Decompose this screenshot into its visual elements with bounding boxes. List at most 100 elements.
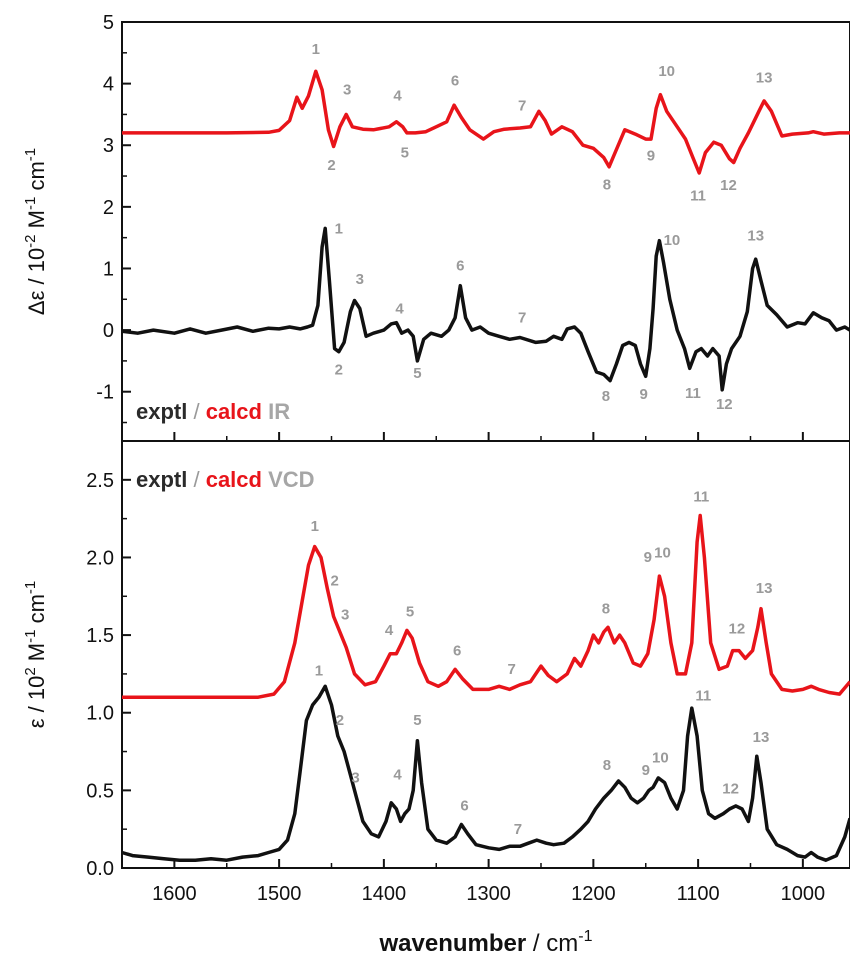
- peak-label-calcd: 11: [693, 489, 709, 506]
- exptl-spectrum-line: [121, 226, 850, 392]
- peak-label-exptl: 9: [639, 386, 647, 403]
- peak-label-calcd: 9: [644, 549, 652, 566]
- peak-label-calcd: 12: [729, 621, 746, 638]
- peak-label-calcd: 2: [330, 572, 338, 589]
- legend-calcd: calcd: [206, 467, 262, 492]
- y-tick-label: 4: [103, 74, 114, 96]
- peak-label-calcd: 3: [343, 82, 351, 99]
- peak-label-calcd: 2: [327, 157, 335, 174]
- y-label-text: cm: [24, 594, 49, 629]
- peak-label-calcd: 13: [756, 580, 773, 597]
- y-axis-label: ε / 102 M-1 cm-1: [22, 581, 49, 729]
- y-tick-label: 0: [103, 320, 114, 342]
- peak-label-calcd: 3: [341, 607, 349, 624]
- y-tick-label: 1: [103, 258, 114, 280]
- x-tick-label: 1100: [677, 883, 720, 905]
- legend-mode: VCD: [262, 467, 315, 492]
- panel-legend: exptl / calcd IR: [136, 399, 290, 424]
- y-label-exponent: -1: [22, 197, 39, 210]
- y-tick-label: 0.5: [86, 780, 114, 802]
- peak-label-exptl: 8: [602, 388, 610, 405]
- exptl-spectrum-line: [121, 684, 850, 862]
- plot-frame: [121, 440, 850, 869]
- x-label-exponent: -1: [578, 928, 592, 945]
- y-label-exponent: 2: [22, 667, 39, 675]
- peak-label-exptl: 10: [664, 232, 681, 249]
- legend-calcd: calcd: [206, 399, 262, 424]
- peak-label-exptl: 13: [753, 729, 770, 746]
- y-axis-label: Δε / 10-2 M-1 cm-1: [22, 148, 49, 315]
- y-tick-label: 3: [103, 135, 114, 157]
- plot-frame: [121, 21, 850, 442]
- peak-label-calcd: 13: [756, 69, 773, 86]
- x-tick-label: 1200: [571, 883, 616, 905]
- y-tick-label: 1.5: [86, 625, 114, 647]
- x-tick-label: 1400: [362, 883, 407, 905]
- y-label-text: ε / 10: [24, 676, 49, 729]
- x-label-bold: wavenumber: [379, 930, 527, 957]
- peak-label-exptl: 7: [514, 821, 522, 838]
- peak-label-calcd: 1: [311, 518, 319, 535]
- legend-mode: IR: [262, 399, 290, 424]
- peak-label-exptl: 3: [356, 271, 364, 288]
- peak-label-calcd: 11: [690, 188, 706, 205]
- y-tick-label: 1.0: [86, 703, 114, 725]
- peak-label-calcd: 7: [507, 661, 515, 678]
- y-label-exponent: -2: [22, 234, 39, 247]
- peak-label-exptl: 12: [716, 396, 733, 413]
- peak-label-calcd: 4: [393, 87, 402, 104]
- peak-label-exptl: 8: [603, 757, 611, 774]
- peak-label-exptl: 10: [652, 749, 669, 766]
- x-tick-label: 1000: [781, 883, 826, 905]
- y-tick-label: 0.0: [86, 858, 114, 880]
- peak-label-exptl: 1: [335, 220, 343, 237]
- peak-label-exptl: 5: [413, 365, 421, 382]
- x-tick-label: 1600: [152, 883, 197, 905]
- x-tick-label: 1500: [257, 883, 302, 905]
- peak-label-calcd: 8: [603, 177, 611, 194]
- peak-label-calcd: 1: [312, 41, 320, 58]
- y-tick-label: 2.5: [86, 470, 114, 492]
- x-label-unit: / cm: [526, 930, 578, 957]
- peak-label-exptl: 4: [395, 300, 404, 317]
- y-tick-label: 2.0: [86, 547, 114, 569]
- panel-legend: exptl / calcd VCD: [136, 467, 315, 492]
- y-label-text: M: [24, 210, 49, 234]
- y-tick-label: -1: [96, 382, 114, 404]
- peak-label-exptl: 9: [642, 762, 650, 779]
- legend-exptl: exptl: [136, 399, 187, 424]
- peak-label-calcd: 7: [518, 98, 526, 115]
- peak-label-exptl: 1: [315, 662, 323, 679]
- y-label-exponent: -1: [22, 581, 39, 594]
- y-label-exponent: -1: [22, 148, 39, 161]
- y-label-exponent: -1: [22, 630, 39, 643]
- peak-label-calcd: 5: [401, 145, 409, 162]
- peak-label-calcd: 12: [720, 177, 737, 194]
- peak-label-calcd: 10: [654, 544, 671, 561]
- calcd-spectrum-line: [122, 69, 850, 175]
- peak-label-exptl: 6: [460, 798, 468, 815]
- peak-label-exptl: 12: [722, 780, 739, 797]
- legend-exptl: exptl: [136, 467, 187, 492]
- peak-label-calcd: 10: [658, 63, 675, 80]
- peak-label-calcd: 6: [451, 72, 459, 89]
- peak-label-exptl: 5: [413, 712, 421, 729]
- peak-label-calcd: 8: [602, 600, 610, 617]
- peak-label-exptl: 2: [336, 712, 344, 729]
- peak-label-exptl: 6: [456, 257, 464, 274]
- legend-separator: /: [187, 467, 205, 492]
- y-label-text: cm: [24, 161, 49, 196]
- peak-label-exptl: 7: [518, 310, 526, 327]
- calcd-spectrum-line: [122, 513, 850, 699]
- peak-label-exptl: 11: [695, 687, 711, 704]
- peak-label-calcd: 5: [406, 603, 414, 620]
- x-axis: 1600 1500 1400 1300 1200 1100 1000 wavenumber /…: [152, 883, 825, 957]
- y-tick-label: 2: [103, 197, 114, 219]
- legend-separator: /: [187, 399, 205, 424]
- peak-label-calcd: 6: [453, 642, 461, 659]
- peak-label-exptl: 2: [335, 361, 343, 378]
- x-axis-label: wavenumber / cm-1: [379, 928, 593, 957]
